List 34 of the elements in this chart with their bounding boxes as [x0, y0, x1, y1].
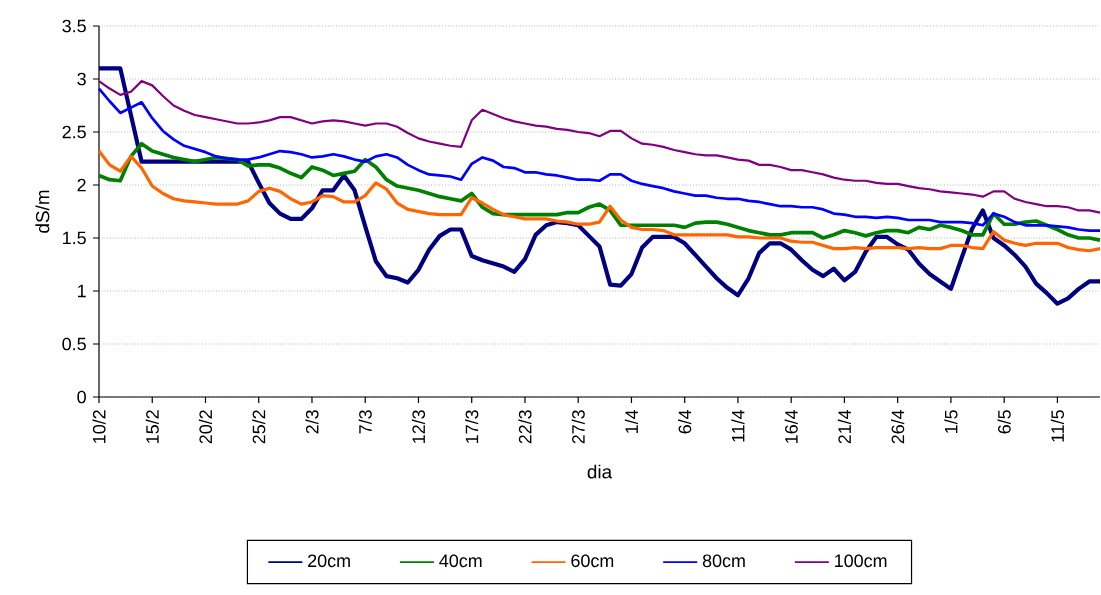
x-tick-label: 20/2	[198, 410, 213, 444]
y-tick-label: 1.5	[63, 231, 86, 245]
x-tick-label: 16/4	[784, 409, 798, 443]
x-tick-label: 11/5	[1050, 410, 1065, 442]
x-tick-label: 26/4	[891, 409, 905, 444]
legend-label: 100cm	[835, 554, 887, 568]
legend-label: 40cm	[439, 554, 482, 568]
legend-label: 60cm	[571, 554, 614, 568]
x-axis-title: dia	[587, 464, 613, 479]
x-tick-label: 27/3	[571, 410, 585, 444]
y-tick-label: 0.5	[62, 337, 86, 351]
y-tick-label: 2.5	[62, 125, 86, 139]
legend-label: 20cm	[308, 554, 350, 568]
y-tick-label: 3.5	[62, 19, 86, 33]
x-tick-label: 2/3	[305, 410, 319, 434]
x-tick-label: 15/2	[145, 410, 159, 443]
legend-label: 80cm	[702, 554, 745, 568]
x-tick-label: 11/4	[731, 409, 745, 442]
x-tick-label: 1/5	[944, 410, 958, 433]
x-tick-label: 25/2	[252, 410, 266, 444]
y-tick-label: 1	[78, 284, 86, 298]
x-tick-label: 7/3	[358, 410, 372, 434]
x-tick-label: 6/5	[997, 410, 1011, 434]
x-tick-label: 12/3	[411, 410, 426, 443]
x-tick-label: 6/4	[678, 409, 692, 434]
y-tick-label: 0	[77, 390, 86, 404]
x-tick-label: 22/3	[518, 410, 532, 444]
x-tick-label: 17/3	[465, 410, 479, 443]
x-tick-label: 21/4	[837, 409, 852, 444]
y-axis-title: dS/m	[35, 190, 50, 233]
x-tick-label: 1/4	[624, 409, 639, 433]
y-tick-label: 3	[77, 72, 86, 86]
x-tick-label: 10/2	[92, 410, 106, 443]
y-tick-label: 2	[77, 178, 86, 192]
